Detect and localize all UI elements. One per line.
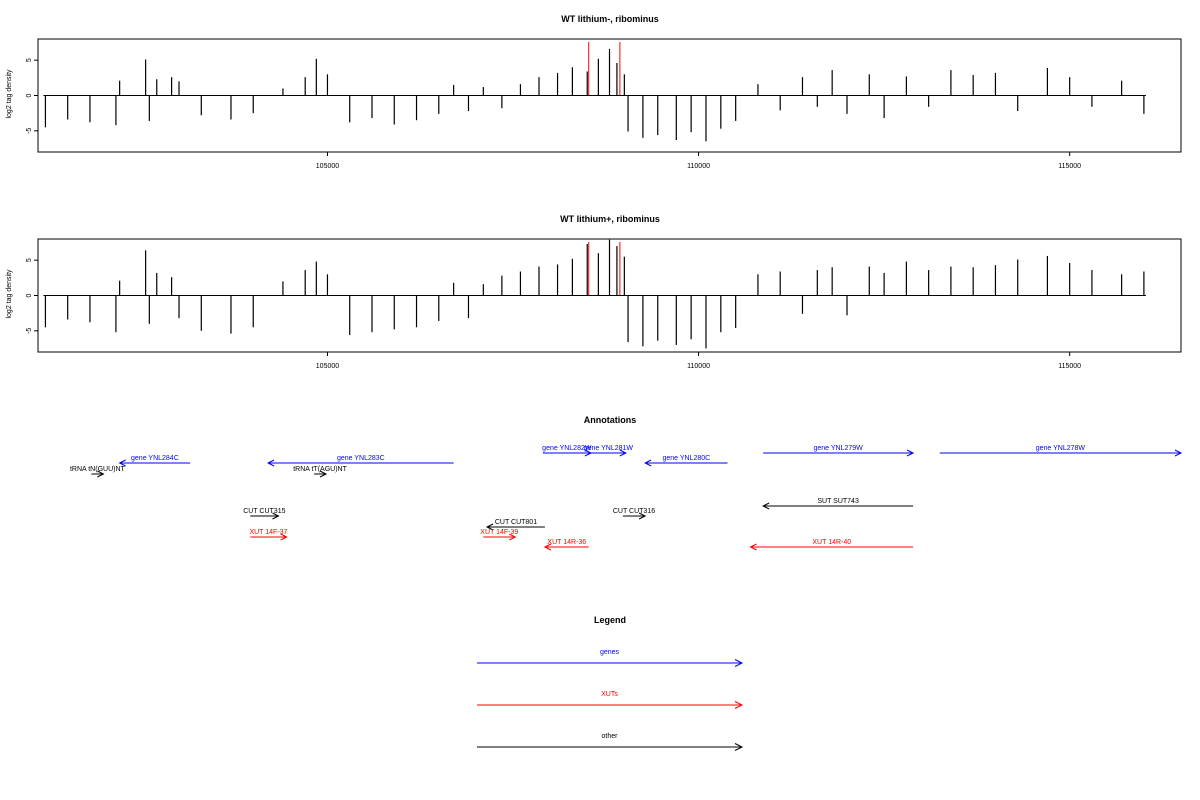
panel-title: WT lithium-, ribominus bbox=[561, 14, 659, 24]
feature-label: XUT 14R-40 bbox=[812, 539, 851, 546]
legend-entry-genes: genes bbox=[477, 649, 744, 667]
feature-label: gene YNL279W bbox=[813, 445, 863, 452]
feature-label: CUT CUT801 bbox=[495, 519, 537, 526]
feature-cut-cut801: CUT CUT801 bbox=[485, 519, 545, 531]
feature-label: tRNA tT(AGU)NT bbox=[293, 466, 347, 473]
feature-label: XUT 14F-39 bbox=[480, 529, 518, 536]
feature-gene-ynl284c: gene YNL284C bbox=[118, 455, 191, 467]
feature-cut-cut316: CUT CUT316 bbox=[613, 508, 655, 520]
legend: Legend genes XUTs other bbox=[477, 615, 744, 751]
feature-xut-14f-39: XUT 14F-39 bbox=[480, 529, 518, 541]
y-tick-label: -5 bbox=[26, 328, 33, 334]
feature-xut-14r-40: XUT 14R-40 bbox=[749, 539, 914, 551]
feature-label: tRNA tN(GUU)NT bbox=[70, 466, 126, 473]
feature-gene-ynl278w: gene YNL278W bbox=[939, 445, 1183, 457]
position-markers bbox=[588, 242, 621, 296]
feature-gene-ynl281w: gene YNL281W bbox=[584, 445, 634, 457]
legend-entry-xuts: XUTs bbox=[477, 691, 744, 709]
y-axis-label: log2 tag density bbox=[6, 69, 13, 119]
x-tick-label: 105000 bbox=[316, 163, 339, 170]
annotations-title: Annotations bbox=[584, 415, 637, 425]
legend-title: Legend bbox=[594, 615, 626, 625]
signal-bars bbox=[44, 48, 1145, 142]
feature-label: gene YNL283C bbox=[337, 455, 385, 462]
feature-xut-14f-37: XUT 14F-37 bbox=[249, 529, 288, 541]
feature-label: gene YNL278W bbox=[1036, 445, 1086, 452]
legend-label: genes bbox=[600, 649, 620, 656]
y-axis: -5 0 5 bbox=[26, 58, 39, 134]
x-tick-label: 115000 bbox=[1058, 363, 1081, 370]
y-tick-label: 5 bbox=[26, 258, 33, 262]
track-panel-lithium-plus: WT lithium+, ribominus log2 tag density … bbox=[6, 214, 1182, 370]
x-tick-label: 110000 bbox=[687, 163, 710, 170]
feature-trna-tn-guu-nt: tRNA tN(GUU)NT bbox=[70, 466, 126, 478]
feature-gene-ynl280c: gene YNL280C bbox=[644, 455, 728, 467]
legend-entries: genes XUTs other bbox=[477, 649, 744, 751]
feature-label: gene YNL284C bbox=[131, 455, 179, 462]
x-tick-label: 105000 bbox=[316, 363, 339, 370]
feature-label: CUT CUT316 bbox=[613, 508, 655, 515]
feature-label: CUT CUT315 bbox=[243, 508, 285, 515]
y-tick-label: -5 bbox=[26, 128, 33, 134]
feature-trna-tt-agu-nt: tRNA tT(AGU)NT bbox=[293, 466, 348, 478]
feature-gene-ynl279w: gene YNL279W bbox=[763, 445, 915, 457]
feature-label: gene YNL281W bbox=[584, 445, 634, 452]
panel-title: WT lithium+, ribominus bbox=[560, 214, 660, 224]
y-tick-label: 5 bbox=[26, 58, 33, 62]
feature-label: gene YNL282W bbox=[542, 445, 592, 452]
y-axis: -5 0 5 bbox=[26, 258, 39, 334]
signal-bars bbox=[44, 239, 1145, 349]
x-axis: 105000 110000 115000 bbox=[316, 352, 1081, 370]
y-axis-label: log2 tag density bbox=[6, 269, 13, 319]
legend-entry-other: other bbox=[477, 733, 744, 751]
legend-label: other bbox=[602, 733, 619, 740]
position-markers bbox=[588, 42, 621, 96]
feature-label: SUT SUT743 bbox=[817, 498, 859, 505]
feature-arrows: gene YNL284C tRNA tN(GUU)NT gene YNL283C tR… bbox=[70, 445, 1183, 551]
x-axis: 105000 110000 115000 bbox=[316, 152, 1081, 170]
x-tick-label: 110000 bbox=[687, 363, 710, 370]
y-tick-label: 0 bbox=[26, 293, 33, 297]
feature-label: XUT 14F-37 bbox=[249, 529, 287, 536]
feature-label: gene YNL280C bbox=[662, 455, 710, 462]
track-panel-lithium-minus: WT lithium-, ribominus log2 tag density … bbox=[6, 14, 1182, 170]
feature-cut-cut315: CUT CUT315 bbox=[243, 508, 286, 520]
legend-label: XUTs bbox=[601, 691, 618, 698]
feature-xut-14r-36: XUT 14R-36 bbox=[543, 539, 589, 551]
x-tick-label: 115000 bbox=[1058, 163, 1081, 170]
feature-sut-sut743: SUT SUT743 bbox=[762, 498, 914, 510]
feature-label: XUT 14R-36 bbox=[547, 539, 586, 546]
y-tick-label: 0 bbox=[26, 93, 33, 97]
feature-gene-ynl283c: gene YNL283C bbox=[266, 455, 454, 467]
